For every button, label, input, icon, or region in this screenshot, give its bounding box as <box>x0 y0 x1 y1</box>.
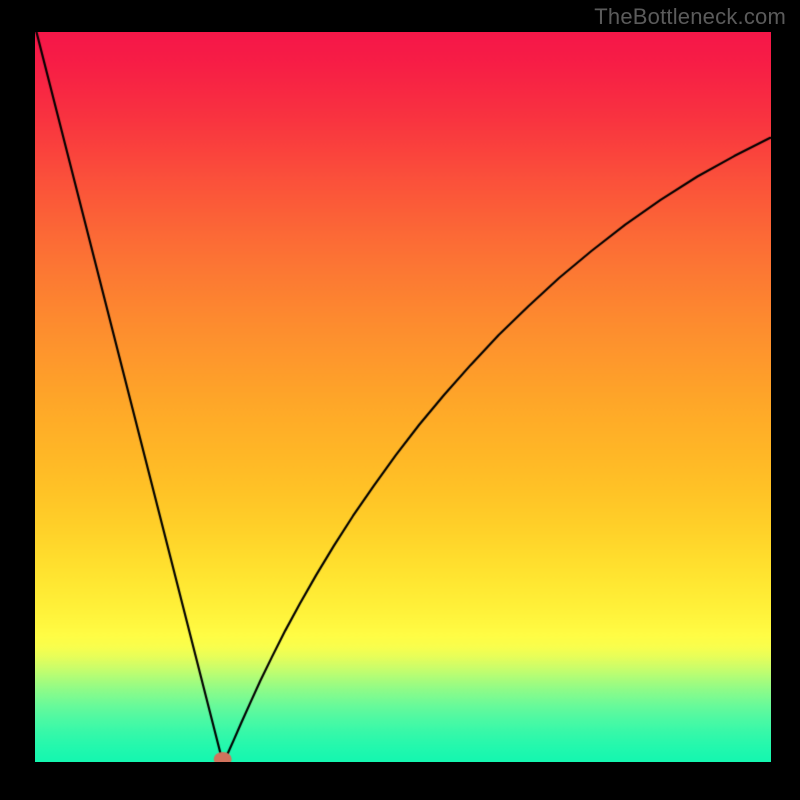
watermark-label: TheBottleneck.com <box>594 4 786 30</box>
bottleneck-chart-canvas <box>35 32 771 762</box>
chart-frame: TheBottleneck.com <box>0 0 800 800</box>
plot-area <box>35 32 771 762</box>
